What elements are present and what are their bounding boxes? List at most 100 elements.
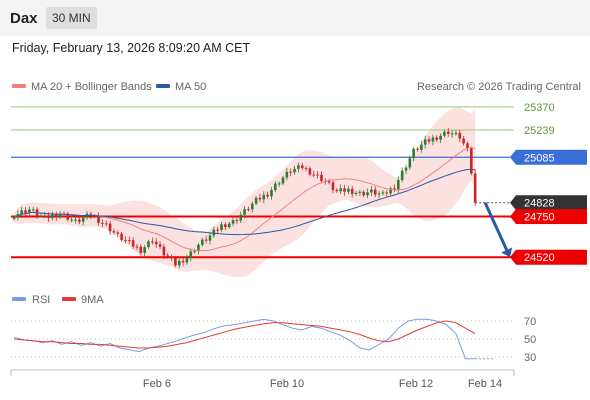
candle-body [408, 158, 412, 168]
rsi-ma-line [13, 320, 476, 349]
rsi-legend-swatch [12, 297, 26, 301]
candle-body [404, 167, 408, 171]
timeframe-badge[interactable]: 30 MIN [46, 7, 97, 29]
candle-body [227, 223, 231, 228]
candle-body [470, 148, 473, 174]
candle-body [127, 240, 131, 242]
candle-body [439, 135, 442, 140]
candle-body [312, 174, 316, 176]
candle-body [93, 215, 97, 217]
candle-body [316, 174, 319, 176]
candle-body [81, 217, 85, 222]
candle-body [285, 171, 289, 178]
candle-body [297, 165, 300, 169]
level-badge-arrow-24520 [510, 249, 516, 265]
candle-body [124, 240, 127, 242]
candle-body [151, 241, 154, 243]
candle-body [201, 239, 204, 245]
candle-body [247, 208, 250, 210]
candle-body [193, 251, 196, 253]
candle-body [97, 216, 100, 223]
candle-body [147, 241, 150, 248]
candle-body [416, 148, 419, 150]
level-badge-25085 [516, 149, 587, 165]
candle-body [354, 192, 358, 195]
candle-body [473, 173, 477, 203]
candle-body [135, 246, 139, 248]
candle-body [335, 189, 339, 192]
candle-body [385, 192, 389, 194]
candle-body [158, 244, 162, 247]
candle-body [262, 194, 266, 200]
level-label-24828: 24828 [524, 198, 555, 210]
candle-body [266, 194, 269, 197]
candle-body [28, 209, 31, 214]
candle-body [78, 219, 81, 222]
candle-body [258, 197, 262, 200]
candle-body [220, 224, 223, 231]
candle-body [208, 235, 212, 241]
candle-body [139, 246, 143, 253]
candle-body [370, 189, 373, 193]
candle-body [104, 223, 108, 225]
candle-body [393, 188, 396, 190]
level-badge-arrow-25085 [510, 149, 516, 165]
candle-body [427, 139, 431, 142]
candle-body [239, 214, 243, 221]
candle-body [166, 255, 170, 257]
candle-body [420, 144, 423, 150]
rsi-line [13, 318, 476, 360]
candle-body [185, 257, 189, 263]
candle-body [396, 179, 400, 190]
candle-body [281, 177, 285, 184]
candle-body [277, 183, 281, 185]
candle-body [108, 223, 112, 232]
candle-body [362, 191, 366, 196]
candle-body [204, 239, 208, 241]
candle-body [389, 188, 392, 194]
level-label-24520: 24520 [524, 252, 555, 264]
rsi-tick-70: 70 [524, 316, 536, 328]
rsi-panel: 70 50 30 [11, 316, 536, 364]
candle-body [443, 131, 446, 136]
rsi-ma-legend-label: 9MA [81, 294, 104, 306]
candle-body [74, 219, 77, 221]
bollinger-band [14, 107, 476, 278]
ma50-legend-swatch [156, 84, 170, 88]
level-badge-24828 [516, 195, 587, 211]
candle-body [66, 213, 70, 220]
candle-body [450, 133, 454, 135]
candle-body [270, 189, 273, 197]
candle-body [366, 192, 369, 196]
candle-body [174, 257, 177, 266]
x-tick-label-feb-10: Feb 10 [270, 378, 304, 390]
candle-body [212, 229, 216, 236]
candle-body [373, 189, 377, 195]
candle-body [431, 137, 435, 142]
level-label-24750: 24750 [524, 212, 555, 224]
level-badge-arrow-24750 [510, 209, 516, 225]
candle-body [343, 188, 346, 192]
level-label-25085: 25085 [524, 152, 555, 164]
candle-body [300, 165, 304, 169]
candle-body [350, 188, 354, 195]
candle-body [101, 222, 104, 224]
candle-body [293, 168, 296, 173]
candle-body [54, 214, 58, 218]
candle-body [143, 247, 146, 253]
instrument-title: Dax [10, 10, 38, 27]
candle-body [24, 210, 27, 214]
candle-body [112, 231, 116, 233]
candle-body [466, 143, 469, 149]
rsi-ma-legend-swatch [62, 297, 76, 301]
forecast-arrow-head [501, 247, 513, 258]
candle-body [170, 256, 173, 258]
candle-body [377, 193, 381, 195]
candle-body [177, 260, 181, 266]
candle-body [31, 209, 35, 211]
candle-body [162, 246, 166, 256]
candle-body [51, 214, 54, 219]
candle-body [224, 224, 227, 228]
candle-body [458, 132, 462, 139]
